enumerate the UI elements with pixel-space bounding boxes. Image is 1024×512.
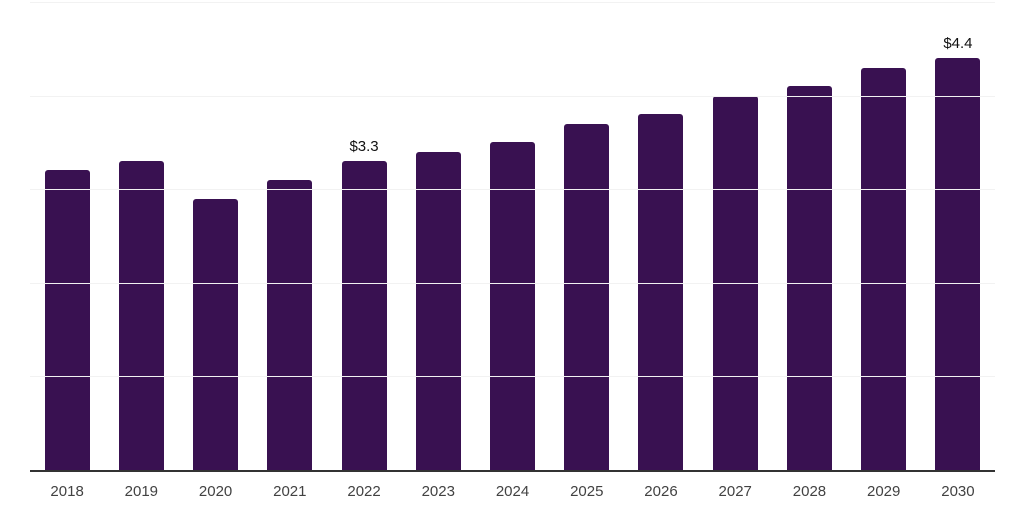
bar-2022[interactable]: $3.3 [341,139,387,470]
bar-slot-2025 [550,2,624,470]
x-tick-label-2025: 2025 [570,483,604,500]
x-axis-labels: 2018 2019 2020 2021 2022 2023 2024 2025 2026 2027… [30,483,995,501]
x-tick-label-2024: 2024 [495,483,530,500]
bars-layer: $3.3 $4.4 [30,2,995,470]
bar-2023[interactable] [415,151,461,470]
bar-slot-2027 [698,2,772,470]
bar-slot-2022: $3.3 [327,2,401,470]
x-tick-label-2026: 2026 [644,483,678,500]
bar-slot-2020 [178,2,252,470]
bar-slot-2029 [847,2,921,470]
gridline-2 [30,282,995,284]
gridline-4 [30,95,995,97]
x-tick-label-2030: 2030 [941,483,975,500]
bar-2020[interactable] [193,198,239,470]
bar-2021[interactable] [267,179,313,470]
bar-2028[interactable] [786,86,832,470]
x-tick-label-2027: 2027 [718,483,752,500]
bar-slot-2018 [30,2,104,470]
bar-value-label-2022: $3.3 [349,138,379,156]
bar-2024[interactable] [490,142,536,470]
x-tick-label-2019: 2019 [124,483,159,500]
bar-2025[interactable] [564,123,610,470]
x-tick-label-2028: 2028 [792,483,827,500]
bar-slot-2021 [253,2,327,470]
bar-2018[interactable] [44,170,90,470]
bar-value-label-2030: $4.4 [943,35,973,53]
bar-2030[interactable]: $4.4 [935,36,981,470]
x-tick-label-2020: 2020 [198,483,233,500]
bar-slot-2023 [401,2,475,470]
bar-slot-2026 [624,2,698,470]
bar-slot-2019 [104,2,178,470]
x-tick-label-2023: 2023 [421,483,455,500]
bar-slot-2030: $4.4 [921,2,995,470]
plot-area: $3.3 $4.4 [30,2,995,472]
x-tick-label-2022: 2022 [347,483,381,500]
bar-slot-2028 [772,2,846,470]
gridline-5 [30,2,995,3]
bar-slot-2024 [475,2,549,470]
bar-2019[interactable] [118,161,164,470]
x-tick-label-2018: 2018 [50,483,84,500]
bar-2026[interactable] [638,114,684,470]
x-tick-label-2021: 2021 [273,483,307,500]
bar-2029[interactable] [861,67,907,470]
gridline-1 [30,376,995,378]
x-tick-label-2029: 2029 [867,483,901,500]
gridline-3 [30,189,995,191]
